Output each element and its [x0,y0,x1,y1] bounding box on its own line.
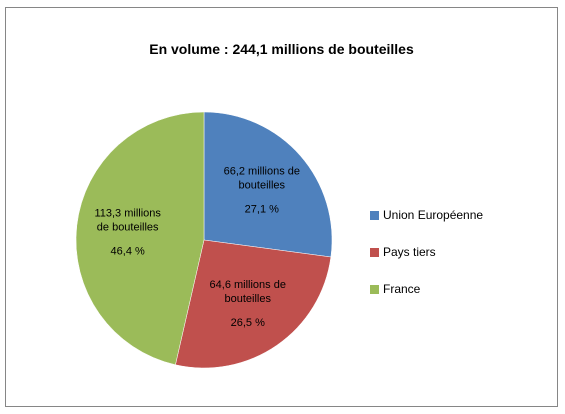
legend-label: Pays tiers [383,245,436,259]
legend-label: Union Européenne [383,208,484,222]
slice-label-france: 113,3 millions de bouteilles 46,4 % [94,207,161,257]
legend-item-pays-tiers: Pays tiers [370,243,483,261]
pie-slice-pays-tiers [175,239,332,369]
pie-slice-union-europeenne [203,111,333,258]
chart-title: En volume : 244,1 millions de bouteilles [149,41,414,57]
slice-value-label: 64,6 millions de bouteilles [210,279,286,305]
legend-swatch [370,247,379,257]
slice-label-pays-tiers: 64,6 millions de bouteilles 26,5 % [210,279,286,329]
pie-chart: 66,2 millions de bouteilles 27,1 % 64,6 mil… [75,111,333,369]
slice-value-label: 113,3 millions de bouteilles [94,207,161,233]
chart-frame: En volume : 244,1 millions de bouteilles… [5,7,558,407]
legend-swatch [370,210,379,220]
legend-swatch [370,284,379,294]
slice-percent-label: 46,4 % [111,245,145,257]
legend-item-france: France [370,280,483,298]
legend-item-union-europeenne: Union Européenne [370,206,483,224]
legend: Union Européenne Pays tiers France [370,206,483,317]
slice-percent-label: 27,1 % [245,203,279,215]
slice-value-label: 66,2 millions de bouteilles [224,165,300,191]
legend-label: France [383,282,421,296]
slice-percent-label: 26,5 % [231,317,265,329]
slice-label-union-europeenne: 66,2 millions de bouteilles 27,1 % [224,165,300,215]
pie-slice-france [75,111,205,366]
